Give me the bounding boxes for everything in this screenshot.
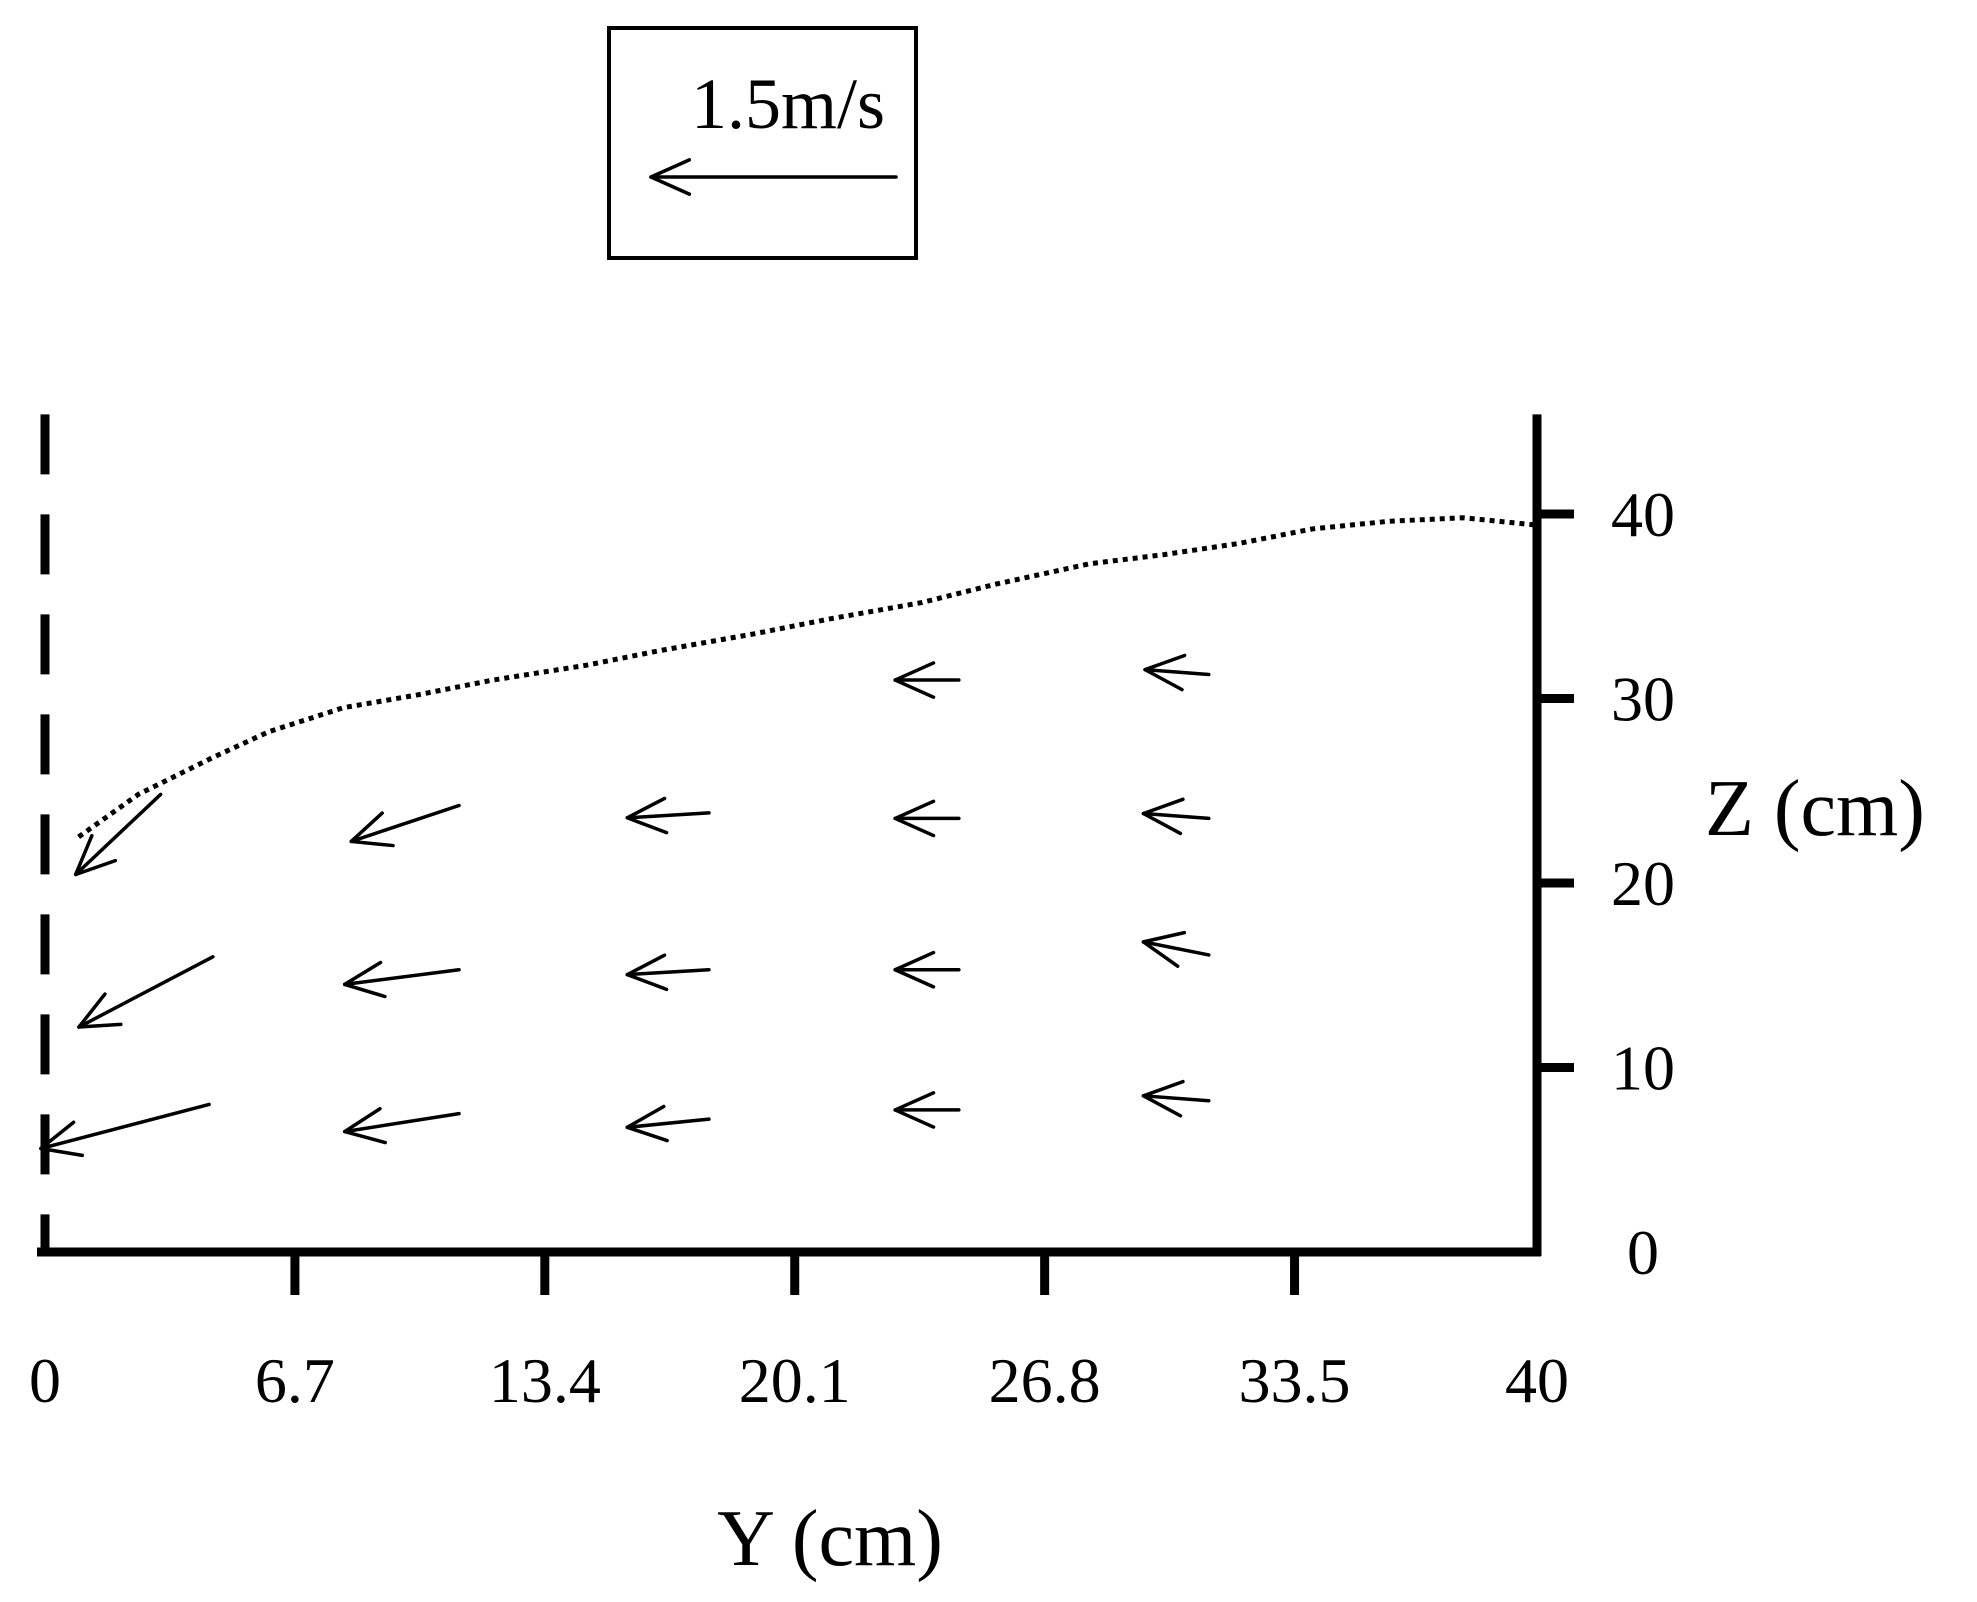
y-tick-label: 10 [1611,1033,1675,1104]
plot-axes: 0 6.7 13.4 20.1 26.8 33.5 40 0 10 20 30 40 [29,414,1675,1416]
velocity-vector [349,803,461,848]
vector-shaft [1141,940,1211,957]
vector-head [39,1120,85,1158]
velocity-vector [893,950,961,989]
reference-vector-label: 1.5m/s [691,64,885,144]
velocity-vector [625,796,711,835]
vector-head [342,1106,387,1145]
vector-head [893,661,936,699]
y-tick-label: 30 [1611,664,1675,735]
vector-head [625,953,669,992]
vector-head [342,960,387,999]
velocity-vector [893,661,961,699]
vector-head [73,833,118,877]
vector-shaft [625,811,711,820]
x-ticks: 0 6.7 13.4 20.1 26.8 33.5 40 [29,1252,1569,1416]
vector-head [893,950,936,989]
velocity-vector [1141,930,1211,968]
x-tick-label: 40 [1505,1345,1569,1416]
reference-arrow [649,158,898,196]
vector-head [893,1091,936,1129]
vector-shaft [625,1117,711,1130]
vector-shaft [77,955,215,1029]
vector-head [1141,930,1187,968]
velocity-vector [1141,797,1211,836]
velocity-vector [625,1104,711,1143]
reference-vector-legend: 1.5m/s [607,26,918,260]
vector-shaft [342,1111,461,1134]
x-tick-label: 33.5 [1239,1345,1351,1416]
vector-head [349,811,395,848]
x-tick-label: 26.8 [989,1345,1101,1416]
y-ticks: 0 10 20 30 40 [1537,479,1675,1288]
x-tick-label: 13.4 [489,1345,601,1416]
vector-head [1141,797,1185,836]
y-tick-label: 20 [1611,848,1675,919]
vector-head [77,992,123,1029]
velocity-vector [39,1102,211,1158]
vector-head [1141,1079,1185,1118]
boundary-line [77,515,1538,839]
velocity-vector [625,953,711,992]
y-tick-label: 0 [1627,1217,1659,1288]
vector-shaft [342,967,461,987]
y-tick-label: 40 [1611,479,1675,550]
velocity-vector [73,792,163,877]
vector-field [39,653,1211,1158]
y-axis-label: Z (cm) [1705,765,1925,853]
velocity-vector [1143,653,1211,692]
velocity-vector [77,955,215,1029]
reference-vector-arrow [649,158,898,196]
vector-head [625,796,669,835]
vector-shaft [39,1102,211,1151]
x-tick-label: 6.7 [255,1345,335,1416]
vector-shaft [1141,811,1211,821]
vector-shaft [349,803,461,844]
velocity-vector [893,1091,961,1129]
velocity-vector [342,960,461,999]
velocity-vector [893,799,961,838]
x-tick-label: 0 [29,1345,61,1416]
vector-head [649,158,692,196]
velocity-vector [1141,1079,1211,1118]
vector-shaft [1143,667,1211,677]
vector-head [893,799,936,838]
vector-shaft [625,967,711,977]
x-axis-label: Y (cm) [717,1495,943,1583]
vector-head [625,1104,669,1143]
vector-shaft [73,792,163,877]
legend-box [607,26,918,260]
x-tick-label: 20.1 [739,1345,851,1416]
vector-head [1143,653,1187,692]
velocity-vector [342,1106,461,1145]
vector-shaft [1141,1094,1211,1103]
